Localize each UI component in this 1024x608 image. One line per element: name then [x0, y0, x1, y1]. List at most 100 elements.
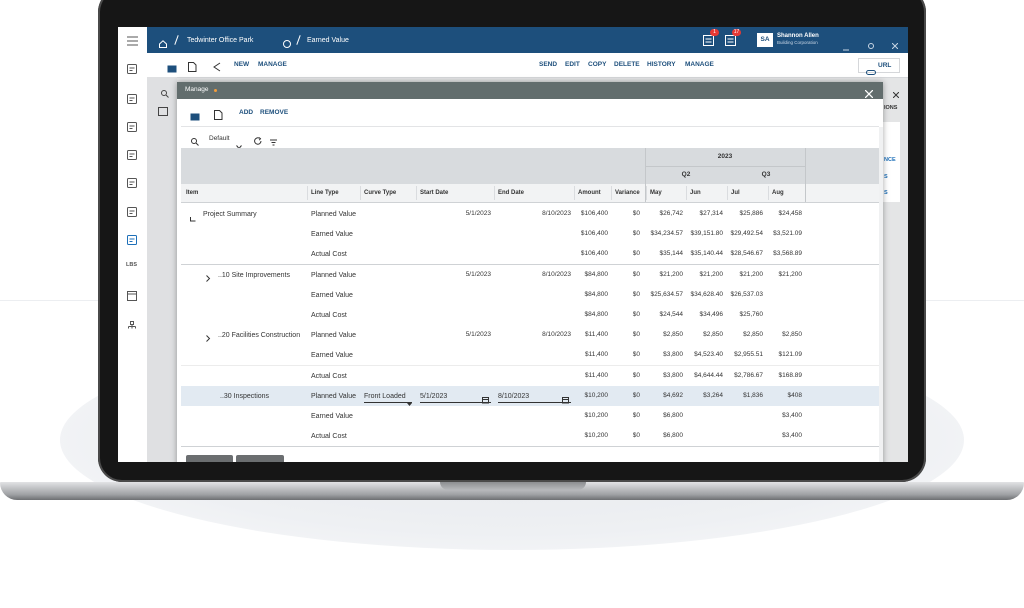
link-icon: [866, 63, 876, 79]
close-window-button-glyph: [891, 42, 899, 50]
maximize-button[interactable]: [868, 37, 874, 53]
close-window-button[interactable]: [891, 37, 899, 53]
calendar-icon[interactable]: [482, 392, 489, 408]
sidebar-icon[interactable]: [127, 319, 137, 335]
column-header[interactable]: Start Date: [420, 190, 449, 196]
toolbar-action[interactable]: COPY: [588, 61, 607, 68]
calendar-icon[interactable]: [562, 392, 569, 408]
refresh-icon[interactable]: [254, 133, 262, 149]
view-icon-glyph: [167, 65, 177, 73]
column-header[interactable]: Item: [186, 190, 199, 196]
cell-value: $28,546.67: [730, 250, 763, 258]
cell-value: $26,537.03: [730, 290, 763, 298]
toolbar-action[interactable]: MANAGE: [258, 61, 287, 68]
column-header[interactable]: Line Type: [311, 190, 339, 196]
notification-icon[interactable]: [725, 34, 736, 50]
table-row[interactable]: [181, 345, 879, 367]
cell-value: $84,800: [584, 290, 609, 298]
sidebar-icon[interactable]: [127, 62, 137, 78]
table-row[interactable]: [181, 305, 879, 326]
info-icon[interactable]: [283, 36, 291, 52]
document-icon-glyph: [188, 62, 197, 72]
expand-chevron[interactable]: [206, 331, 211, 347]
date-input[interactable]: 8/10/2023: [498, 393, 571, 403]
toolbar-action[interactable]: SEND: [539, 61, 558, 68]
line-type: Earned Value: [311, 231, 353, 239]
breadcrumb-project[interactable]: Tedwinter Office Park: [187, 37, 254, 44]
cell-value: $0: [632, 351, 640, 359]
cell-value: $2,850: [743, 331, 763, 339]
column-header[interactable]: Aug: [772, 190, 784, 196]
toolbar-action[interactable]: NEW: [234, 61, 250, 68]
view-icon[interactable]: [190, 109, 200, 125]
table-row[interactable]: [181, 284, 879, 306]
expand-chevron-glyph: [206, 274, 211, 282]
sidebar-icon[interactable]: [127, 176, 137, 192]
chart-icon[interactable]: [158, 104, 168, 120]
column-header[interactable]: Jun: [690, 190, 701, 196]
date-input[interactable]: 5/1/2023: [420, 393, 491, 403]
toolbar-action[interactable]: EDIT: [565, 61, 580, 68]
sidebar-icon[interactable]: [127, 289, 137, 305]
sidebar-icon[interactable]: [127, 205, 137, 221]
table-row[interactable]: [181, 406, 879, 427]
toolbar-action[interactable]: HISTORY: [647, 61, 676, 68]
cell-value: $6,800: [663, 412, 683, 419]
cell-value: $2,786.67: [734, 371, 763, 379]
document-icon[interactable]: [214, 108, 223, 124]
column-header[interactable]: Amount: [578, 190, 601, 196]
close-panel-button[interactable]: [892, 86, 900, 102]
sidebar-icon[interactable]: [127, 148, 137, 164]
sidebar-item[interactable]: LBS: [126, 262, 137, 268]
view-icon[interactable]: [167, 61, 177, 77]
cell-value: $3,521.09: [773, 230, 802, 238]
top-bar: Tedwinter Office Park Earned Value 1 17 SA Sh…: [147, 27, 908, 53]
footer-button[interactable]: [236, 455, 284, 462]
cell-value: $168.89: [778, 371, 803, 379]
toolbar-action[interactable]: DELETE: [614, 61, 640, 68]
footer-button[interactable]: [186, 455, 233, 462]
sidebar-icon[interactable]: [127, 120, 137, 136]
column-header[interactable]: May: [650, 190, 662, 196]
home-icon[interactable]: [159, 36, 167, 52]
close-modal-button[interactable]: [864, 86, 874, 102]
cell-value: $0: [632, 391, 640, 399]
share-icon[interactable]: [213, 60, 221, 76]
column-divider: [646, 186, 647, 200]
search-icon[interactable]: [191, 134, 199, 150]
notification-icon[interactable]: [703, 34, 714, 50]
sidebar-icon[interactable]: [127, 233, 137, 249]
filter-icon[interactable]: [270, 134, 277, 150]
column-header[interactable]: Variance: [615, 190, 640, 196]
url-label: URL: [878, 61, 892, 69]
table-row[interactable]: [181, 365, 879, 387]
view-selector[interactable]: Default: [209, 135, 230, 142]
minimize-button[interactable]: [843, 39, 849, 55]
search-icon[interactable]: [161, 86, 169, 102]
sidebar-icon-glyph: [127, 235, 137, 245]
url-button[interactable]: URL: [858, 58, 900, 75]
menu-button[interactable]: [127, 34, 138, 50]
curve-type-select[interactable]: Front Loaded: [364, 393, 412, 403]
column-header[interactable]: Jul: [731, 190, 740, 196]
cell-value: $21,200: [699, 270, 724, 278]
cell-value: $24,458: [778, 210, 803, 217]
maximize-button-glyph: [868, 43, 874, 49]
expand-chevron[interactable]: [206, 271, 211, 287]
modal-action[interactable]: ADD: [239, 109, 254, 116]
cell-value: 5/1/2023: [465, 210, 491, 217]
collapse-icon[interactable]: [190, 210, 196, 226]
toolbar-action[interactable]: MANAGE: [685, 61, 714, 68]
document-icon-glyph: [214, 110, 223, 120]
table-row[interactable]: [181, 204, 879, 225]
line-type: Actual Cost: [311, 372, 347, 380]
sidebar-icon[interactable]: [127, 92, 137, 108]
modal-action[interactable]: REMOVE: [260, 109, 289, 116]
column-header[interactable]: End Date: [498, 190, 525, 196]
column-header[interactable]: Curve Type: [364, 190, 397, 196]
cell-value: $10,200: [584, 391, 609, 399]
user-avatar[interactable]: SA: [757, 33, 773, 47]
cell-value: $0: [632, 412, 640, 419]
document-icon[interactable]: [188, 60, 197, 76]
table-row[interactable]: [181, 426, 879, 448]
